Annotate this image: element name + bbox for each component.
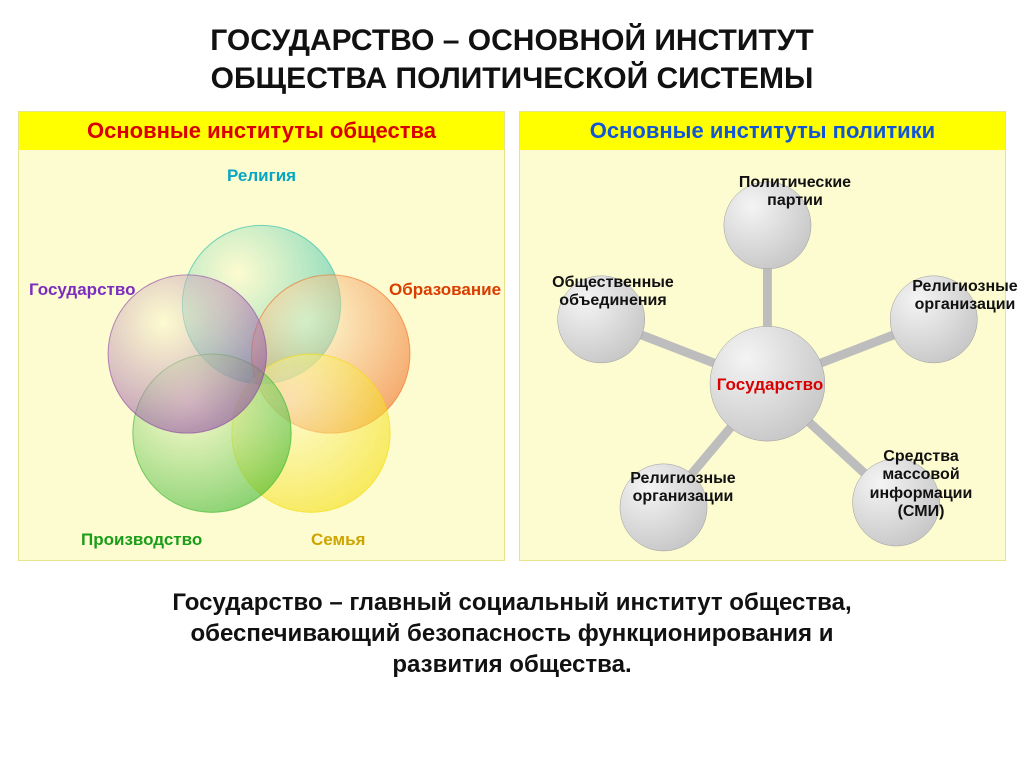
venn-label: Государство	[29, 280, 135, 300]
venn-label: Образование	[389, 280, 501, 300]
page-title: ГОСУДАРСТВО – ОСНОВНОЙ ИНСТИТУТ ОБЩЕСТВА…	[0, 0, 1024, 111]
venn-label: Производство	[81, 530, 202, 550]
right-panel: Основные институты политики Государство П…	[519, 111, 1006, 561]
footer-line-3: развития общества.	[60, 649, 964, 680]
footer-line-1: Государство – главный социальный институ…	[60, 587, 964, 618]
node-label: Политическиепартии	[720, 174, 870, 211]
title-line-2: ОБЩЕСТВА ПОЛИТИЧЕСКОЙ СИСТЕМЫ	[40, 60, 984, 98]
star-diagram: Государство Политическиепартии Религиозные…	[520, 150, 1005, 558]
venn-label: Религия	[227, 166, 296, 186]
hub-label: Государство	[700, 375, 840, 395]
panels-row: Основные институты общества Религия Образ…	[0, 111, 1024, 561]
venn-diagram: Религия Образование Семья Производство Госуд…	[19, 150, 504, 558]
venn-svg	[19, 150, 504, 558]
node-label: Религиозныеорганизации	[608, 470, 758, 507]
node-label: Общественныеобъединения	[538, 274, 688, 311]
node-label: Религиозныеорганизации	[890, 278, 1024, 315]
title-line-1: ГОСУДАРСТВО – ОСНОВНОЙ ИНСТИТУТ	[40, 22, 984, 60]
left-panel-header: Основные институты общества	[19, 112, 504, 150]
venn-label: Семья	[311, 530, 365, 550]
left-panel: Основные институты общества Религия Образ…	[18, 111, 505, 561]
node-label: Средствамассовойинформации(СМИ)	[846, 448, 996, 522]
right-panel-header: Основные институты политики	[520, 112, 1005, 150]
footer-text: Государство – главный социальный институ…	[0, 561, 1024, 681]
footer-line-2: обеспечивающий безопасность функциониров…	[60, 618, 964, 649]
